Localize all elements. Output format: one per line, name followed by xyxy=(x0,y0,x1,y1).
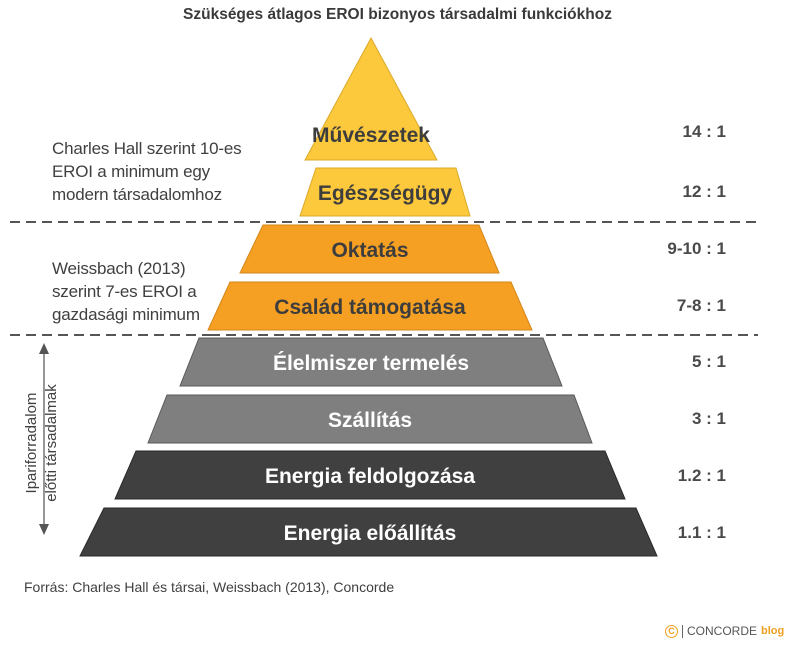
vertical-label-line: Ipariforradalom xyxy=(23,392,40,494)
level-label: Energia előállítás xyxy=(284,522,457,545)
eroi-ratio: 5 : 1 xyxy=(691,352,726,371)
level-label: Oktatás xyxy=(331,239,408,262)
source-note: Forrás: Charles Hall és társai, Weissbac… xyxy=(24,579,395,595)
concorde-blog-logo: C CONCORDE blog xyxy=(665,624,784,638)
logo-divider xyxy=(682,624,683,638)
level-csalad-tamogatasa xyxy=(207,281,533,331)
note-line: modern társadalomhoz xyxy=(52,185,222,204)
level-label: Művészetek xyxy=(312,124,430,147)
level-label: Szállítás xyxy=(328,409,412,432)
note-weissbach: Weissbach (2013) szerint 7-es EROI a gaz… xyxy=(52,257,200,326)
level-label: Egészségügy xyxy=(318,182,453,205)
copyright-c-icon: C xyxy=(665,624,678,638)
eroi-ratio: 9-10 : 1 xyxy=(667,239,726,258)
pre-industrial-label: Ipariforradalom előtti társadalmak xyxy=(22,358,66,528)
vertical-label-line: előtti társadalmak xyxy=(43,384,60,502)
double-arrow-icon xyxy=(39,343,49,535)
level-muveszetek xyxy=(304,36,438,161)
level-label: Család támogatása xyxy=(274,296,466,319)
eroi-ratio: 1.2 : 1 xyxy=(677,466,726,485)
eroi-ratio: 3 : 1 xyxy=(691,409,726,428)
note-line: szerint 7-es EROI a xyxy=(52,282,197,301)
level-egeszsegugy xyxy=(299,167,471,217)
logo-suffix: blog xyxy=(761,625,785,637)
note-line: gazdasági minimum xyxy=(52,305,200,324)
eroi-ratio: 14 : 1 xyxy=(682,122,726,141)
eroi-ratio: 7-8 : 1 xyxy=(676,296,726,315)
note-line: EROI a minimum egy xyxy=(52,162,210,181)
logo-brand: CONCORDE xyxy=(687,624,758,638)
level-szallitas xyxy=(147,394,593,444)
level-label: Energia feldolgozása xyxy=(265,465,475,488)
level-energia-eloallitas xyxy=(79,507,658,557)
level-oktatas xyxy=(239,224,500,274)
level-elelmiszer-termeles xyxy=(179,337,563,387)
level-energia-feldolgozasa xyxy=(114,450,626,500)
note-line: Weissbach (2013) xyxy=(52,259,186,278)
eroi-ratio: 1.1 : 1 xyxy=(677,523,726,542)
level-label: Élelmiszer termelés xyxy=(273,352,469,375)
eroi-ratio: 12 : 1 xyxy=(682,182,726,201)
note-line: Charles Hall szerint 10-es xyxy=(52,139,242,158)
note-charles-hall: Charles Hall szerint 10-es EROI a minimu… xyxy=(52,137,242,206)
chart-title: Szükséges átlagos EROI bizonyos társadal… xyxy=(183,6,612,23)
